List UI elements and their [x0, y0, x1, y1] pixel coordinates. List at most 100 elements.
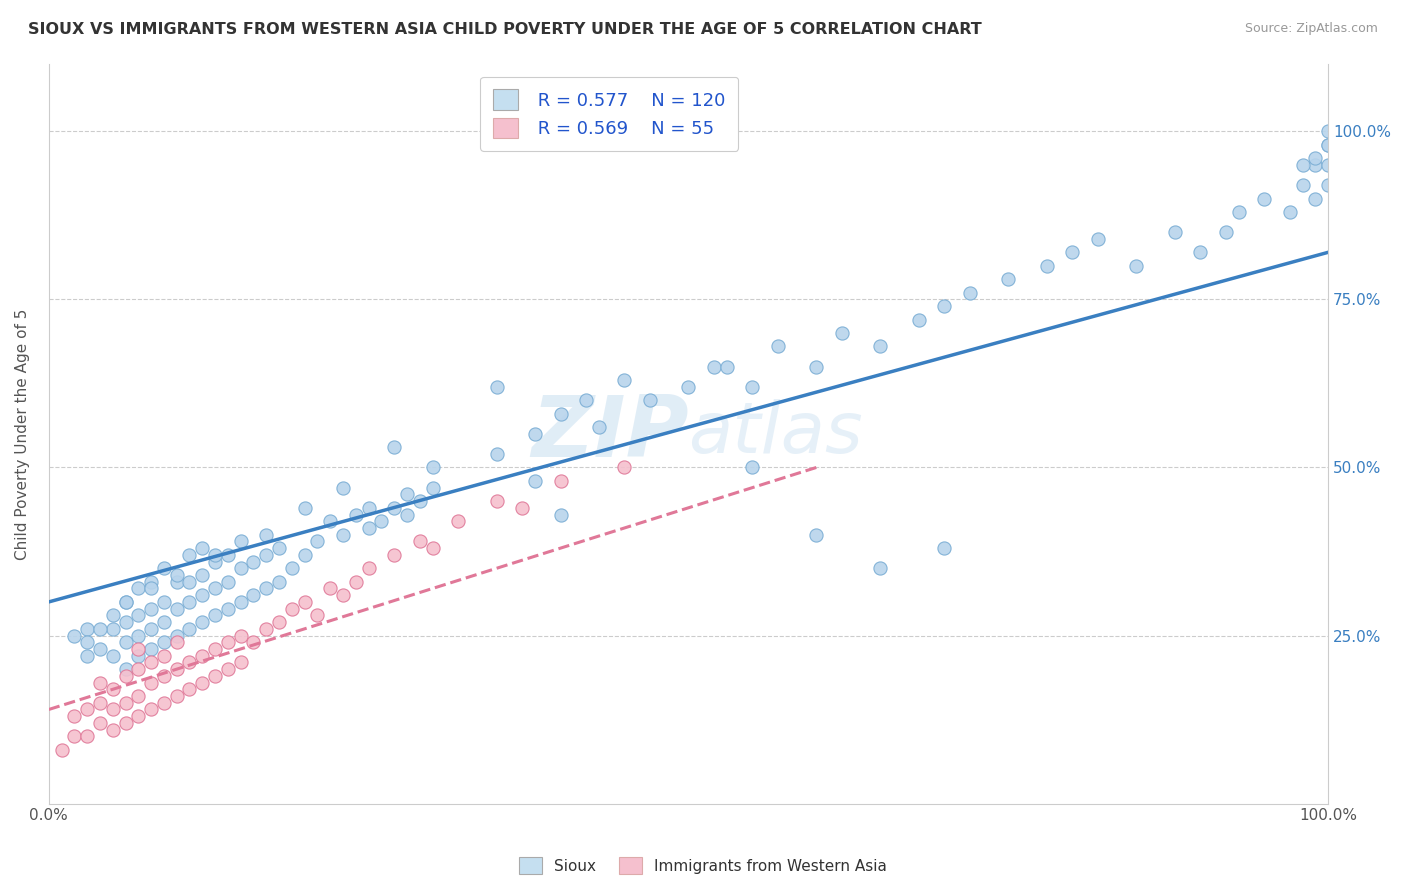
- Point: [1305, 192, 1327, 206]
- Point: [127, 689, 149, 703]
- Point: [89, 715, 111, 730]
- Point: [332, 527, 354, 541]
- Point: [127, 662, 149, 676]
- Point: [153, 696, 176, 710]
- Point: [179, 574, 201, 589]
- Point: [191, 615, 214, 629]
- Point: [101, 648, 124, 663]
- Point: [229, 534, 252, 549]
- Point: [139, 675, 162, 690]
- Point: [204, 582, 226, 596]
- Point: [959, 285, 981, 300]
- Point: [191, 568, 214, 582]
- Point: [127, 642, 149, 657]
- Point: [934, 541, 956, 556]
- Point: [204, 548, 226, 562]
- Point: [179, 548, 201, 562]
- Point: [229, 656, 252, 670]
- Point: [382, 500, 405, 515]
- Point: [229, 561, 252, 575]
- Point: [638, 393, 661, 408]
- Point: [139, 622, 162, 636]
- Point: [153, 635, 176, 649]
- Point: [550, 474, 572, 488]
- Point: [153, 669, 176, 683]
- Point: [294, 548, 316, 562]
- Point: [550, 407, 572, 421]
- Point: [307, 534, 329, 549]
- Point: [114, 595, 136, 609]
- Point: [1317, 158, 1340, 172]
- Point: [344, 508, 367, 522]
- Point: [1087, 232, 1109, 246]
- Point: [191, 648, 214, 663]
- Point: [716, 359, 738, 374]
- Point: [267, 615, 290, 629]
- Point: [332, 481, 354, 495]
- Point: [357, 521, 380, 535]
- Point: [382, 548, 405, 562]
- Point: [267, 541, 290, 556]
- Point: [242, 635, 264, 649]
- Point: [395, 508, 418, 522]
- Point: [422, 541, 444, 556]
- Point: [166, 689, 188, 703]
- Point: [422, 481, 444, 495]
- Point: [127, 582, 149, 596]
- Point: [997, 272, 1019, 286]
- Point: [1291, 178, 1313, 192]
- Point: [101, 702, 124, 716]
- Point: [217, 548, 239, 562]
- Point: [485, 447, 508, 461]
- Point: [229, 628, 252, 642]
- Point: [63, 709, 86, 723]
- Text: SIOUX VS IMMIGRANTS FROM WESTERN ASIA CHILD POVERTY UNDER THE AGE OF 5 CORRELATI: SIOUX VS IMMIGRANTS FROM WESTERN ASIA CH…: [28, 22, 981, 37]
- Point: [409, 534, 432, 549]
- Point: [294, 500, 316, 515]
- Point: [166, 601, 188, 615]
- Point: [523, 426, 546, 441]
- Point: [127, 648, 149, 663]
- Point: [766, 339, 789, 353]
- Point: [254, 527, 277, 541]
- Point: [63, 730, 86, 744]
- Point: [89, 696, 111, 710]
- Point: [139, 582, 162, 596]
- Point: [242, 588, 264, 602]
- Point: [550, 508, 572, 522]
- Point: [153, 595, 176, 609]
- Point: [613, 373, 636, 387]
- Point: [127, 628, 149, 642]
- Point: [588, 420, 610, 434]
- Point: [204, 608, 226, 623]
- Point: [101, 608, 124, 623]
- Point: [1125, 259, 1147, 273]
- Point: [1305, 151, 1327, 165]
- Point: [1317, 178, 1340, 192]
- Point: [204, 642, 226, 657]
- Point: [409, 494, 432, 508]
- Point: [741, 460, 763, 475]
- Point: [76, 635, 98, 649]
- Point: [166, 568, 188, 582]
- Point: [319, 514, 342, 528]
- Point: [139, 642, 162, 657]
- Point: [613, 460, 636, 475]
- Point: [1291, 158, 1313, 172]
- Point: [741, 380, 763, 394]
- Point: [1189, 245, 1212, 260]
- Point: [1062, 245, 1084, 260]
- Point: [114, 669, 136, 683]
- Point: [229, 595, 252, 609]
- Point: [678, 380, 700, 394]
- Point: [114, 635, 136, 649]
- Point: [127, 608, 149, 623]
- Point: [153, 561, 176, 575]
- Point: [344, 574, 367, 589]
- Point: [254, 582, 277, 596]
- Point: [1215, 225, 1237, 239]
- Point: [101, 622, 124, 636]
- Point: [422, 460, 444, 475]
- Point: [319, 582, 342, 596]
- Point: [447, 514, 470, 528]
